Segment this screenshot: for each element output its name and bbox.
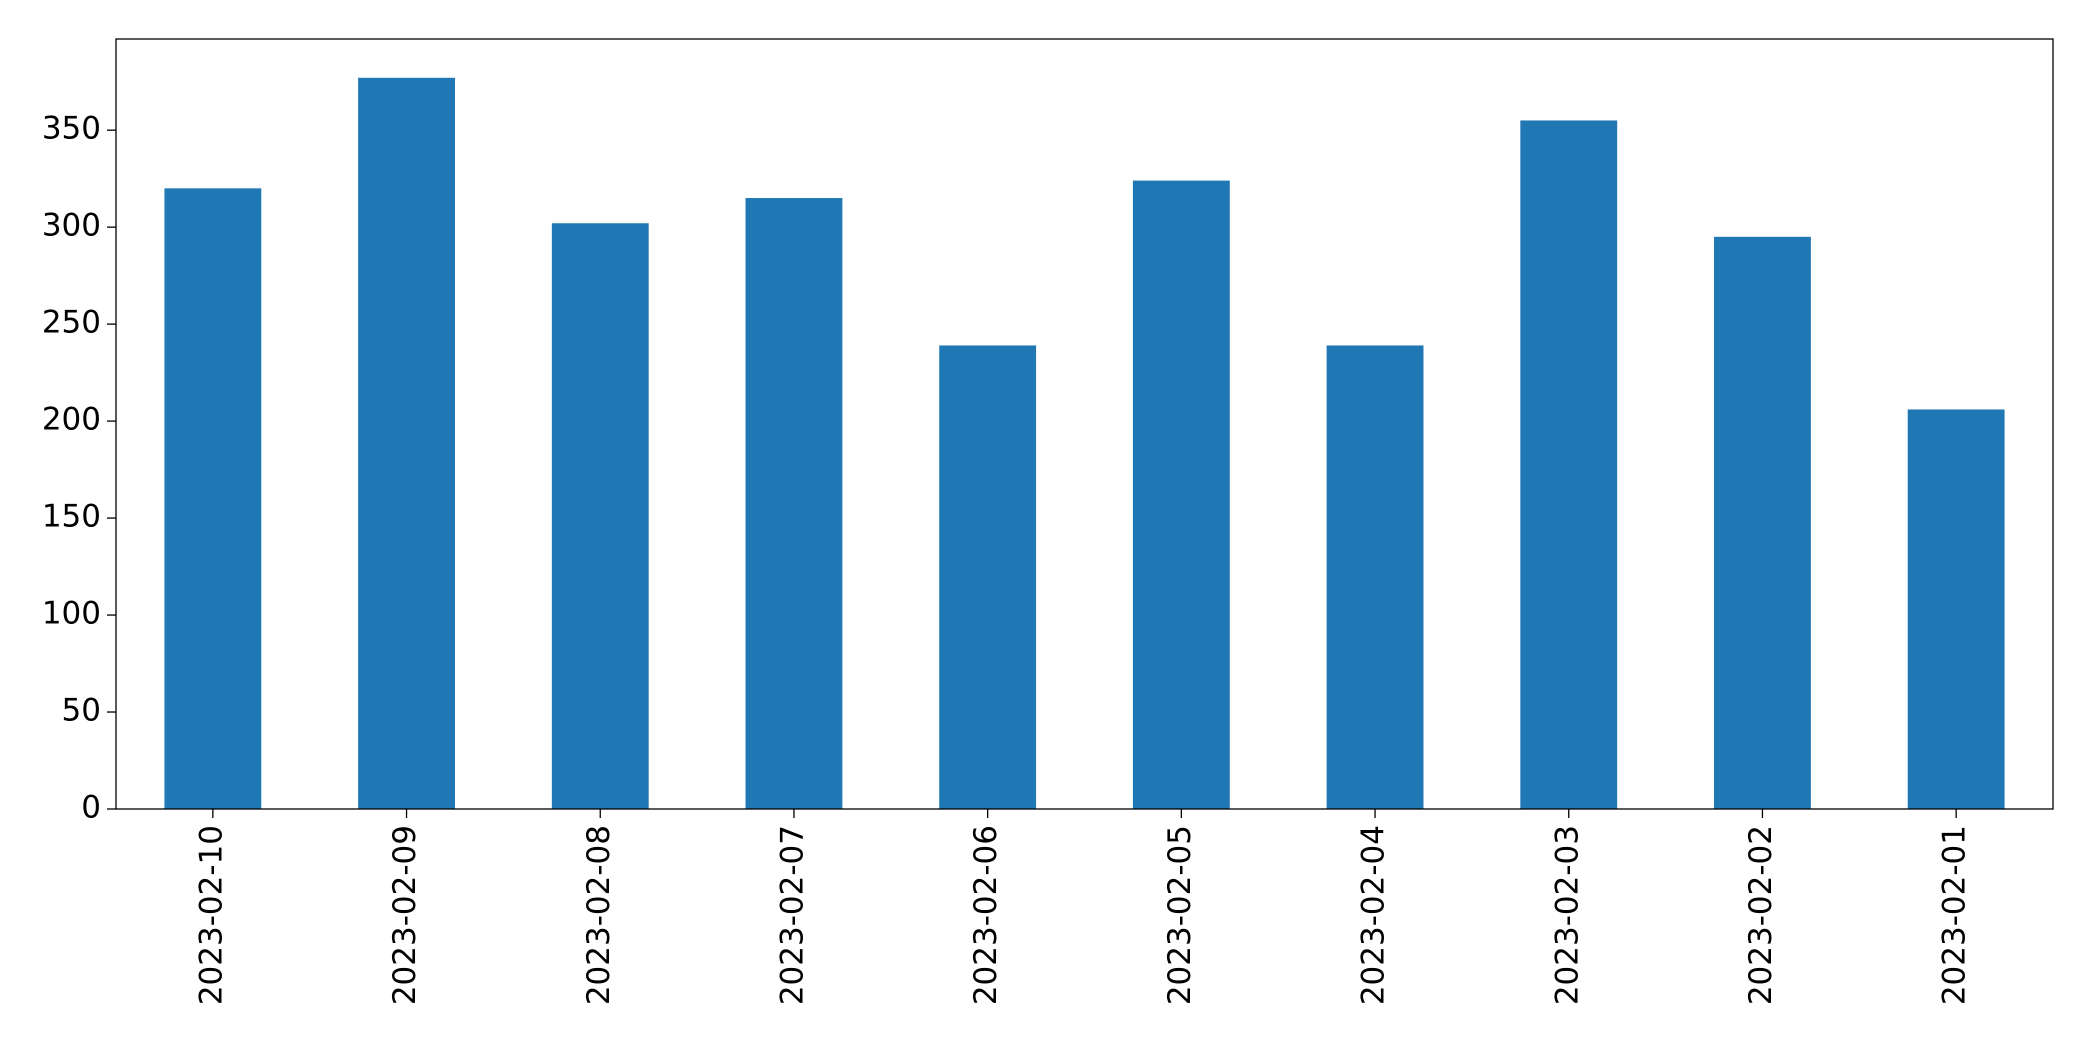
y-tick-label: 250 — [42, 305, 101, 341]
x-tick-label: 2023-02-04 — [1356, 825, 1392, 1005]
x-tick-label: 2023-02-03 — [1549, 825, 1585, 1005]
bar — [1520, 120, 1618, 810]
y-tick-label: 200 — [42, 402, 101, 438]
bar — [939, 345, 1037, 809]
y-tick-label: 50 — [62, 693, 101, 729]
bar — [164, 188, 262, 809]
y-tick-label: 150 — [42, 499, 101, 535]
bar — [745, 198, 843, 809]
x-tick-label: 2023-02-05 — [1162, 825, 1198, 1005]
y-tick-label: 300 — [42, 208, 101, 244]
x-tick-label: 2023-02-10 — [193, 825, 229, 1005]
x-tick-label: 2023-02-07 — [774, 825, 810, 1005]
y-tick-label: 0 — [81, 790, 101, 826]
bar — [358, 77, 455, 809]
x-tick-label: 2023-02-09 — [387, 825, 423, 1005]
x-tick-label: 2023-02-01 — [1937, 825, 1973, 1005]
x-tick-label: 2023-02-08 — [581, 825, 617, 1005]
y-tick-label: 100 — [42, 596, 101, 632]
bar — [1132, 180, 1230, 809]
bar — [1326, 345, 1424, 809]
x-tick-label: 2023-02-06 — [968, 825, 1004, 1005]
bar — [1714, 236, 1811, 810]
x-tick-label: 2023-02-02 — [1743, 825, 1779, 1005]
plot-frame — [115, 38, 2054, 810]
y-tick-label: 350 — [42, 111, 101, 147]
bar — [1907, 409, 2005, 809]
bar — [551, 223, 649, 809]
